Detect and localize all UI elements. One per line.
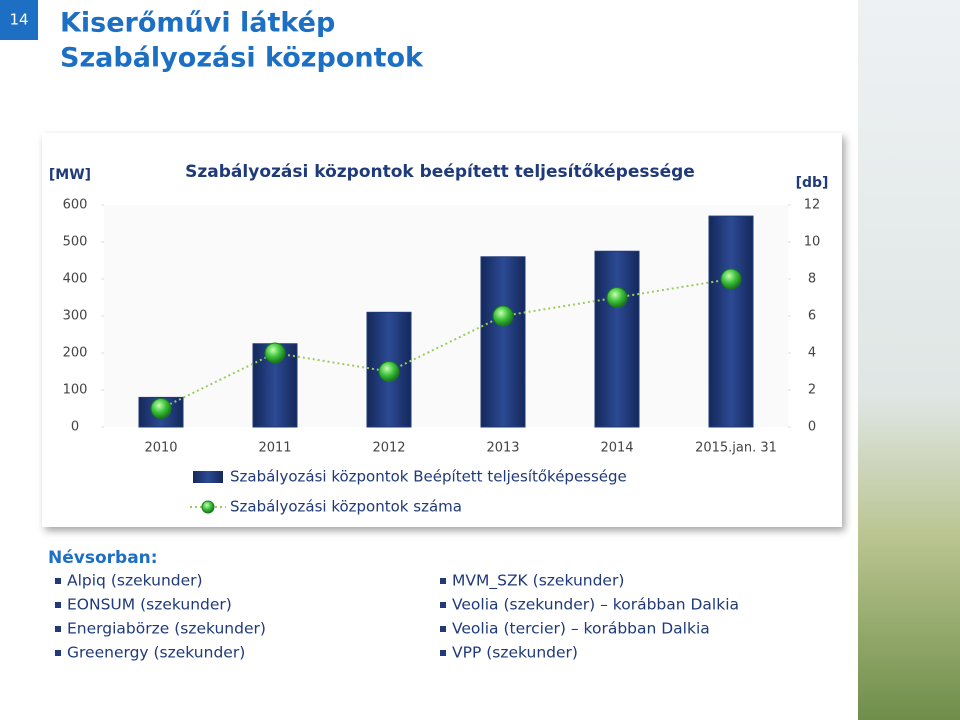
list-heading: Névsorban: (48, 548, 158, 568)
x-tick-label: 2015.jan. 31 (695, 441, 777, 456)
line-marker (492, 305, 514, 327)
y-tick-label: 0 (71, 420, 79, 435)
bar (708, 215, 754, 428)
x-tick-label: 2011 (258, 441, 291, 456)
list-item: Veolia (tercier) – korábban Dalkia (452, 620, 710, 638)
y2-tick-label: 4 (808, 346, 816, 361)
x-tick-label: 2012 (372, 441, 405, 456)
number-box (0, 0, 38, 40)
y-tick-label: 600 (63, 198, 88, 213)
y-tick-label: 100 (63, 383, 88, 398)
line-marker (720, 268, 742, 290)
bullet (55, 578, 61, 584)
plot-area (104, 205, 788, 427)
list-item: MVM_SZK (szekunder) (452, 572, 624, 591)
line-marker (150, 398, 172, 419)
y-tick-label: 500 (63, 235, 88, 250)
y-tick-label: 200 (63, 346, 88, 361)
y2-axis-label: [db] (796, 175, 829, 191)
chart-title: Szabályozási központok beépített teljesí… (185, 162, 695, 182)
y2-tick-label: 10 (804, 235, 821, 250)
y2-tick-label: 8 (808, 272, 816, 287)
y-axis-label: [MW] (49, 167, 91, 183)
bullet (55, 650, 61, 656)
bullet (440, 626, 446, 632)
bullet (55, 626, 61, 632)
y2-tick-label: 12 (804, 198, 821, 213)
line (160, 278, 732, 410)
y-tick-label: 400 (63, 272, 88, 287)
title: Szabályozási központok (60, 43, 424, 74)
list-item: EONSUM (szekunder) (67, 596, 232, 614)
title: Kiserőművi látkép (60, 8, 335, 39)
x-tick-label: 2013 (486, 441, 519, 456)
y2-tick-label: 6 (808, 309, 816, 324)
legend-swatch (193, 471, 223, 483)
bullet (440, 578, 446, 584)
y2-tick-label: 0 (808, 420, 816, 435)
list-item: Alpiq (szekunder) (67, 572, 203, 590)
y-tick-label: 300 (63, 309, 88, 324)
list-item: Energiabörze (szekunder) (67, 620, 266, 638)
x-tick-label: 2014 (600, 441, 633, 456)
list-item: Veolia (szekunder) – korábban Dalkia (452, 596, 739, 614)
bullet (55, 602, 61, 608)
x-tick-label: 2010 (144, 441, 177, 456)
bullet (440, 602, 446, 608)
legend-label: Szabályozási központok száma (230, 498, 462, 516)
slide-number: 14 (9, 11, 28, 29)
line-marker (378, 361, 400, 382)
legend-swatch (201, 500, 215, 514)
legend-label: Szabályozási központok Beépített teljesí… (230, 468, 627, 486)
line-marker (264, 342, 286, 364)
list-item: Greenergy (szekunder) (67, 644, 245, 662)
line-marker (606, 287, 628, 308)
bar (594, 250, 640, 428)
y2-tick-label: 2 (808, 383, 816, 398)
list-item: VPP (szekunder) (452, 644, 578, 662)
bar (480, 256, 526, 428)
bullet (440, 650, 446, 656)
side-photo (858, 0, 960, 720)
